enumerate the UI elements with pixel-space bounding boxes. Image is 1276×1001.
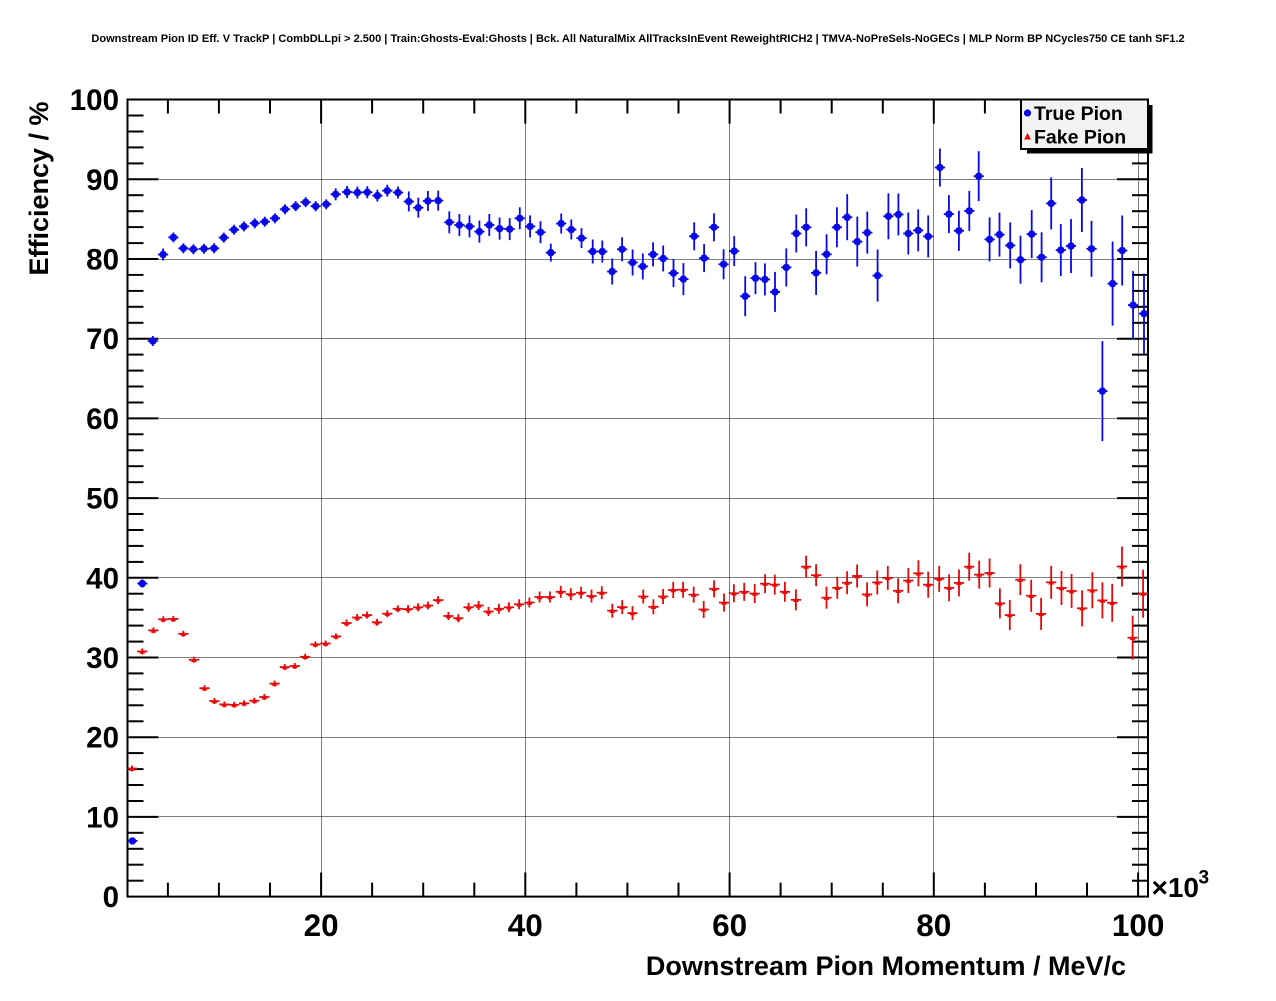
svg-text:Downstream Pion Momentum / MeV: Downstream Pion Momentum / MeV/c <box>646 951 1126 981</box>
svg-text:10: 10 <box>86 801 119 834</box>
svg-text:40: 40 <box>508 907 543 943</box>
svg-text:Efficiency / %: Efficiency / % <box>24 101 54 275</box>
svg-text:40: 40 <box>86 562 119 595</box>
svg-text:50: 50 <box>86 483 119 516</box>
svg-text:100: 100 <box>1112 907 1165 943</box>
svg-text:80: 80 <box>86 244 119 277</box>
svg-text:80: 80 <box>916 907 951 943</box>
svg-text:70: 70 <box>86 323 119 356</box>
svg-text:60: 60 <box>86 403 119 436</box>
svg-text:3: 3 <box>1199 868 1210 889</box>
svg-text:20: 20 <box>304 907 339 943</box>
svg-text:0: 0 <box>103 881 119 914</box>
svg-text:20: 20 <box>86 722 119 755</box>
svg-text:True Pion: True Pion <box>1034 103 1123 125</box>
svg-text:×10: ×10 <box>1152 872 1200 903</box>
svg-text:Downstream Pion ID Eff. V Trac: Downstream Pion ID Eff. V TrackP | CombD… <box>91 33 1184 45</box>
svg-text:100: 100 <box>70 84 119 117</box>
svg-text:Fake Pion: Fake Pion <box>1034 127 1126 149</box>
svg-text:30: 30 <box>86 642 119 675</box>
svg-text:60: 60 <box>712 907 747 943</box>
svg-text:90: 90 <box>86 164 119 197</box>
